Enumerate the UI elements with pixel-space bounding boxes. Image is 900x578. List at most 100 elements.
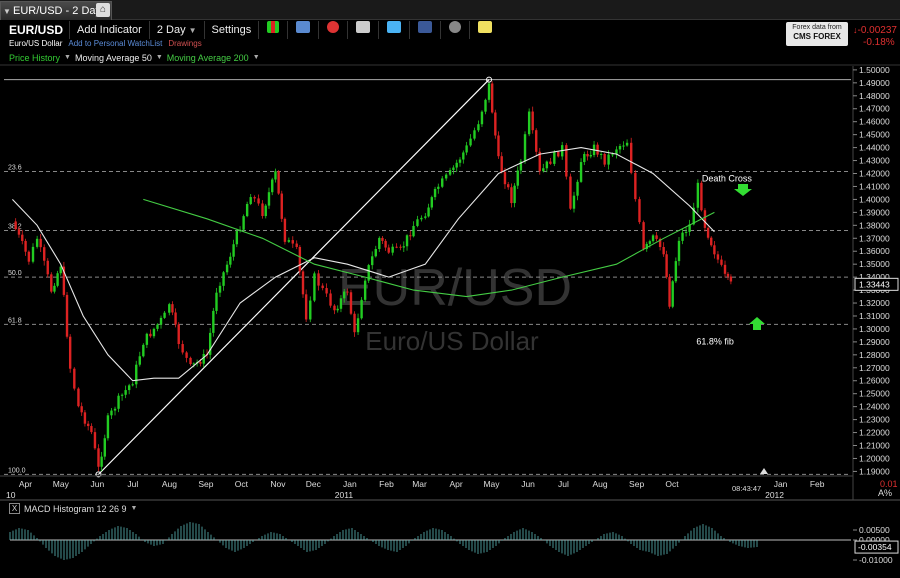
change-abs: ↓-0.00237 <box>853 24 897 37</box>
candle-body <box>124 390 127 395</box>
twitter-icon <box>387 21 402 33</box>
save-button[interactable] <box>287 21 318 39</box>
candle-body <box>360 299 363 319</box>
candle-body <box>710 237 713 246</box>
new-tab-icon[interactable]: ⌂ <box>96 3 110 17</box>
period-dropdown[interactable]: 2 Day ▼ <box>148 21 204 39</box>
candle-body <box>519 161 523 171</box>
chevron-down-icon[interactable]: ▼ <box>155 54 163 61</box>
x-tick-label: Nov <box>270 479 286 489</box>
current-time-marker <box>760 468 768 474</box>
alarm-button[interactable] <box>318 21 347 39</box>
candle-body <box>677 240 681 262</box>
candle-body <box>301 271 305 295</box>
candle-body <box>295 243 298 247</box>
change-pct: -0.18% <box>863 37 895 48</box>
fib-61-label: 61.8% fib <box>696 336 734 346</box>
candle-body <box>625 142 629 146</box>
chart-type-button[interactable] <box>258 21 287 39</box>
y-tick-label: 1.30000 <box>859 324 890 334</box>
candle-body <box>553 151 556 164</box>
candle-body <box>444 174 448 179</box>
twitter-button[interactable] <box>378 21 409 39</box>
y-tick-label: 1.21000 <box>859 441 890 451</box>
legend-ma50[interactable]: Moving Average 50 <box>74 52 152 63</box>
candle-body <box>149 333 152 337</box>
candle-body <box>152 328 156 337</box>
save-icon <box>296 21 311 33</box>
y-tick-label: 1.38000 <box>859 220 890 230</box>
y-tick-label: 1.49000 <box>859 78 890 88</box>
candle-body <box>665 254 668 278</box>
y-tick-label: 1.40000 <box>859 194 890 204</box>
macd-title[interactable]: MACD Histogram 12 26 9 <box>24 503 127 514</box>
data-provider-badge[interactable]: Forex data from CMS FOREX <box>786 22 848 46</box>
macd-current-value: -0.00354 <box>858 542 892 552</box>
candle-body <box>325 288 328 294</box>
candle-body <box>138 356 141 365</box>
candle-body <box>569 176 572 209</box>
note-button[interactable] <box>469 21 500 39</box>
candle-body <box>412 225 415 237</box>
chevron-down-icon[interactable]: ▼ <box>64 54 71 61</box>
candle-body <box>168 304 171 313</box>
candle-body <box>469 138 472 146</box>
fib-level-label: 23.6 <box>8 165 22 172</box>
candle-body <box>603 153 606 165</box>
candle-body <box>232 244 235 257</box>
candle-body <box>622 145 625 147</box>
fib-level-label: 61.8 <box>8 317 22 324</box>
x-tick-label: Mar <box>412 479 427 489</box>
y-tick-label: 1.28000 <box>859 350 890 360</box>
candle-body <box>462 152 465 160</box>
share-button[interactable] <box>440 21 469 39</box>
print-button[interactable] <box>347 21 378 39</box>
y-tick-label: 1.45000 <box>859 130 890 140</box>
add-watchlist-link[interactable]: Add to Personal WatchList <box>68 39 163 48</box>
candle-body <box>56 273 59 286</box>
chevron-down-icon: ▼ <box>188 26 197 35</box>
candle-body <box>215 292 218 311</box>
candle-body <box>287 240 291 242</box>
settings-button[interactable]: Settings <box>203 21 259 39</box>
candle-body <box>648 241 652 244</box>
candle-body <box>720 259 723 265</box>
add-indicator-button[interactable]: Add Indicator <box>69 21 149 39</box>
candle-body <box>565 145 568 177</box>
candle-body <box>490 83 494 113</box>
candle-body <box>202 354 205 364</box>
y-tick-label: 1.26000 <box>859 376 890 386</box>
chevron-down-icon[interactable]: ▼ <box>130 505 138 512</box>
candle-body <box>658 238 662 247</box>
candle-body <box>416 219 419 226</box>
x-tick-label: Jan <box>343 479 357 489</box>
legend-price-history[interactable]: Price History <box>9 52 61 63</box>
candle-body <box>371 256 374 266</box>
ma200-line <box>143 198 715 298</box>
candle-body <box>68 336 72 369</box>
candle-body <box>313 273 316 301</box>
candle-body <box>321 285 324 289</box>
tab-eurusd[interactable]: ▼ EUR/USD - 2 Day <box>0 1 112 20</box>
close-icon[interactable]: X <box>9 503 20 514</box>
candle-body <box>523 134 527 162</box>
death-cross-label: Death Cross <box>702 174 753 184</box>
candle-body <box>177 324 180 345</box>
symbol-label[interactable]: EUR/USD <box>9 23 64 37</box>
candle-body <box>465 145 468 153</box>
chevron-down-icon[interactable]: ▼ <box>252 54 260 61</box>
candle-body <box>441 178 444 187</box>
candle-body <box>513 185 516 204</box>
y-tick-label: 1.46000 <box>859 117 890 127</box>
candle-body <box>433 188 437 198</box>
candle-body <box>696 182 700 208</box>
candle-body <box>336 308 339 311</box>
legend-ma200[interactable]: Moving Average 200 <box>166 52 249 63</box>
tab-menu-icon[interactable]: ▼ <box>3 6 11 16</box>
candle-body <box>586 153 589 157</box>
candle-body <box>185 352 188 358</box>
drawings-link[interactable]: Drawings <box>168 39 202 48</box>
y-tick-label: 1.48000 <box>859 91 890 101</box>
facebook-button[interactable] <box>409 21 440 39</box>
